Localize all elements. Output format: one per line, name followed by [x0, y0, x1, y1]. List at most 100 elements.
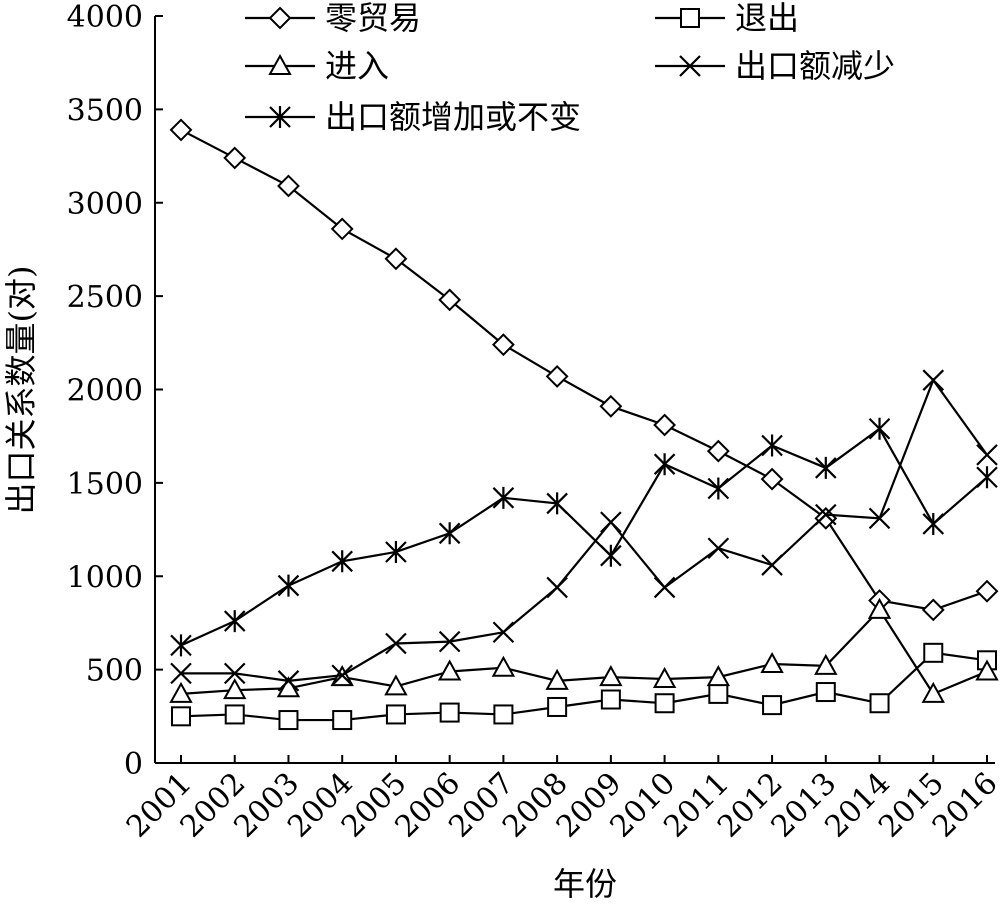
- data-point-square: [493, 704, 514, 725]
- data-point-x: [761, 554, 783, 576]
- data-point-triangle: [652, 666, 677, 688]
- data-point-diamond: [169, 118, 193, 142]
- data-point-x: [492, 621, 515, 644]
- data-point-x: [438, 630, 461, 653]
- data-point-diamond: [921, 598, 945, 622]
- data-point-triangle: [223, 678, 247, 700]
- y-tick-label: 500: [86, 654, 143, 689]
- legend-item: 进入: [245, 47, 389, 85]
- data-point-asterisk: [223, 610, 246, 633]
- data-point-square: [600, 689, 621, 710]
- data-point-diamond: [760, 467, 784, 491]
- data-point-asterisk: [170, 634, 192, 657]
- y-tick-label: 2500: [67, 280, 143, 315]
- data-point-square: [762, 695, 783, 716]
- legend-marker-x: [679, 55, 701, 77]
- legend-label: 出口额增加或不变: [325, 98, 581, 136]
- data-point-diamond: [277, 174, 300, 198]
- data-point-triangle: [867, 597, 892, 619]
- data-point-x: [331, 664, 353, 687]
- y-tick-label: 1000: [67, 560, 143, 595]
- data-point-x: [600, 511, 622, 533]
- series-line-2: [180, 608, 988, 696]
- data-point-square: [171, 706, 191, 727]
- data-point-diamond: [438, 288, 462, 312]
- data-point-x: [223, 662, 246, 685]
- data-point-asterisk: [976, 466, 998, 489]
- y-tick-label: 2000: [67, 374, 143, 409]
- data-point-square: [224, 704, 245, 725]
- y-tick-label: 1500: [67, 467, 143, 502]
- series-4: [170, 417, 998, 657]
- data-point-square: [815, 682, 836, 703]
- data-point-x: [170, 662, 192, 685]
- data-point-square: [708, 683, 729, 704]
- data-point-asterisk: [761, 434, 783, 457]
- legend-marker-asterisk: [269, 106, 291, 128]
- data-point-square: [654, 693, 675, 714]
- legend-marker-diamond: [268, 6, 292, 30]
- legend-item: 出口额减少: [655, 47, 895, 85]
- y-axis-title: 出口关系数量(对): [2, 266, 40, 515]
- series-line-3: [181, 377, 988, 682]
- data-point-diamond: [223, 146, 247, 170]
- series-layer: [169, 118, 999, 731]
- data-point-diamond: [599, 394, 623, 418]
- data-point-x: [546, 576, 568, 599]
- legend-label: 出口额减少: [735, 47, 895, 85]
- data-point-x: [653, 576, 676, 599]
- data-point-triangle: [975, 659, 999, 681]
- data-point-triangle: [384, 674, 408, 696]
- data-point-diamond: [814, 506, 838, 530]
- data-point-square: [547, 696, 568, 717]
- data-point-square: [439, 702, 460, 723]
- legend-label: 进入: [325, 47, 389, 85]
- data-point-triangle: [491, 655, 516, 677]
- series-line-1: [180, 651, 988, 722]
- data-point-asterisk: [922, 512, 945, 535]
- x-axis-title: 年份: [553, 865, 617, 903]
- data-point-x: [922, 369, 945, 391]
- data-point-asterisk: [546, 492, 568, 515]
- data-point-asterisk: [815, 456, 837, 479]
- data-point-square: [923, 642, 944, 663]
- data-point-triangle: [437, 659, 462, 681]
- data-point-triangle: [169, 681, 193, 703]
- legend-marker-triangle: [268, 53, 292, 75]
- data-point-diamond: [384, 247, 408, 271]
- data-point-asterisk: [385, 540, 407, 563]
- data-point-diamond: [975, 579, 999, 603]
- data-point-asterisk: [331, 550, 353, 573]
- data-point-x: [277, 670, 300, 692]
- y-tick-label: 3000: [67, 187, 143, 222]
- data-point-asterisk: [492, 486, 515, 509]
- data-point-x: [976, 444, 998, 466]
- legend-item: 退出: [655, 0, 799, 37]
- data-point-triangle: [814, 653, 838, 675]
- x-axis-ticks: 2001200220032004200520062007200820092010…: [120, 755, 1000, 845]
- data-point-asterisk: [438, 522, 461, 545]
- data-point-triangle: [706, 665, 731, 687]
- series-0: [169, 118, 999, 622]
- data-point-triangle: [545, 668, 569, 690]
- legend-label: 退出: [735, 0, 799, 37]
- data-point-asterisk: [868, 417, 891, 440]
- data-point-diamond: [653, 413, 677, 437]
- data-point-triangle: [599, 665, 623, 687]
- data-point-x: [707, 537, 730, 560]
- data-point-square: [385, 704, 406, 725]
- y-tick-label: 0: [124, 747, 143, 782]
- y-axis-ticks: 0 500 1000 1500 2000 2500 3000 3500 4000: [67, 0, 163, 782]
- data-point-asterisk: [653, 453, 676, 476]
- series-line-0: [180, 128, 988, 611]
- legend-label: 零贸易: [325, 0, 421, 37]
- series-3: [170, 369, 998, 692]
- data-point-asterisk: [277, 574, 300, 597]
- data-point-square: [332, 710, 353, 731]
- y-tick-label: 3500: [67, 93, 143, 128]
- data-point-x: [385, 632, 407, 655]
- legend-marker-square: [680, 8, 700, 28]
- legend-item: 出口额增加或不变: [245, 98, 581, 136]
